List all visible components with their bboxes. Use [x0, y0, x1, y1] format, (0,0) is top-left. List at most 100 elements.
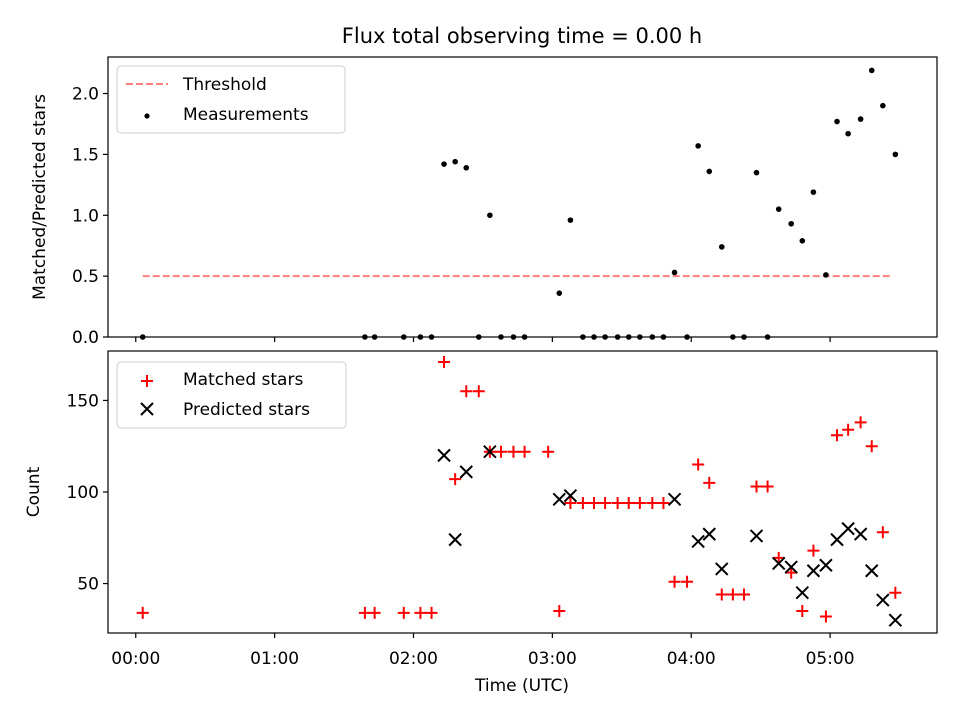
measurement-point [660, 334, 667, 340]
matched-star-point [668, 575, 681, 588]
matched-star-point [819, 610, 832, 623]
matched-star-point [737, 588, 750, 601]
measurement-point [362, 334, 368, 340]
matched-star-point [761, 480, 774, 493]
measurement-point [868, 67, 875, 74]
measurement-point [684, 334, 690, 340]
top-y-tick-label: 0.0 [72, 328, 99, 348]
top-y-tick-label: 1.0 [72, 206, 99, 226]
threshold-legend-label: Threshold [182, 75, 267, 95]
predicted-legend-label: Predicted stars [183, 400, 310, 420]
measurement-point [614, 334, 621, 340]
matched-star-point [576, 496, 589, 509]
matched-star-point [831, 429, 844, 442]
measurement-point [753, 169, 760, 176]
measurement-point [799, 238, 806, 244]
top-y-tick-label: 1.5 [72, 145, 99, 165]
measurement-point [556, 290, 563, 296]
bottom-x-tick-label: 00:00 [111, 649, 160, 669]
matched-star-point [750, 480, 763, 493]
measurement-point [139, 334, 146, 340]
matched-star-point [692, 458, 705, 471]
measurement-point [775, 206, 782, 212]
measurement-point [671, 269, 678, 276]
measurements-legend-label: Measurements [183, 105, 309, 125]
predicted-star-point [437, 448, 451, 463]
top-legend-box [116, 65, 346, 134]
predicted-legend-marker [140, 402, 154, 416]
predicted-star-point [483, 445, 497, 459]
measurement-point [706, 168, 713, 175]
matched-star-point [842, 423, 855, 436]
measurement-point [487, 212, 493, 219]
predicted-star-point [667, 492, 682, 507]
matched-star-point [542, 445, 555, 458]
predicted-star-point [563, 488, 578, 503]
measurement-point [498, 334, 504, 340]
matched-star-point [622, 496, 635, 509]
matched-star-point [715, 588, 728, 601]
bottom-x-tick-label: 05:00 [806, 649, 855, 669]
matched-legend-marker [141, 375, 153, 387]
predicted-star-point [459, 465, 473, 479]
matched-star-point [889, 586, 902, 599]
predicted-star-point [888, 613, 903, 627]
bottom-y-axis-label: Count [24, 466, 44, 517]
bottom-y-tick-label: 100 [67, 483, 99, 503]
measurement-legend-marker [144, 113, 150, 119]
matched-star-point [564, 496, 577, 509]
measurement-point [521, 334, 528, 340]
matched-star-point [397, 606, 410, 619]
matched-star-point [726, 588, 739, 601]
predicted-star-point [841, 521, 855, 536]
matched-star-point [368, 606, 381, 619]
predicted-star-point [830, 532, 844, 547]
top-y-axis-label: Matched/Predicted stars [30, 94, 50, 300]
top-plot: 0.0 0.5 1.0 1.5 2.0 [72, 56, 938, 348]
matched-star-point [646, 496, 659, 509]
measurement-point [475, 334, 482, 340]
measurement-point [810, 189, 817, 195]
x-axis-label: Time (UTC) [474, 676, 569, 696]
measurement-point [441, 161, 447, 167]
top-y-tick-label: 0.5 [72, 267, 99, 287]
matched-star-point [518, 445, 531, 458]
matched-star-point [507, 445, 520, 458]
measurement-point [591, 334, 597, 340]
measurement-point [857, 116, 864, 122]
matched-star-point [460, 385, 473, 398]
top-legend: Threshold Measurements [116, 65, 346, 134]
matched-star-point [553, 605, 566, 618]
predicted-star-point [448, 532, 462, 547]
measurement-point [510, 334, 517, 340]
matched-star-point [599, 496, 612, 509]
predicted-star-point [853, 527, 868, 541]
measurement-point [637, 334, 643, 340]
measurement-point [602, 334, 608, 340]
matched-star-point [876, 526, 889, 539]
matched-legend-label: Matched stars [183, 370, 303, 390]
measurement-point [730, 334, 736, 340]
predicted-star-point [702, 527, 716, 541]
matched-star-point [854, 416, 867, 429]
bottom-x-tick-label: 01:00 [250, 649, 299, 669]
matched-star-point [449, 473, 462, 486]
measurement-point [625, 334, 632, 340]
matched-star-point [681, 575, 694, 588]
matched-star-point [807, 544, 820, 557]
bottom-x-tick-label: 04:00 [667, 649, 716, 669]
bottom-x-tick-label: 02:00 [389, 649, 438, 669]
predicted-star-point [749, 529, 764, 543]
measurement-point [580, 334, 586, 340]
predicted-star-point [715, 562, 729, 576]
matched-star-point [657, 496, 670, 509]
matched-star-point [772, 551, 785, 564]
measurement-point [880, 102, 886, 109]
predicted-star-point [784, 560, 798, 574]
matched-star-point [703, 476, 716, 489]
matched-star-point [865, 440, 878, 453]
matched-star-point [796, 605, 809, 618]
predicted-star-point [806, 564, 821, 578]
chart-title: Flux total observing time = 0.00 h [342, 24, 702, 48]
measurement-point [718, 244, 725, 250]
